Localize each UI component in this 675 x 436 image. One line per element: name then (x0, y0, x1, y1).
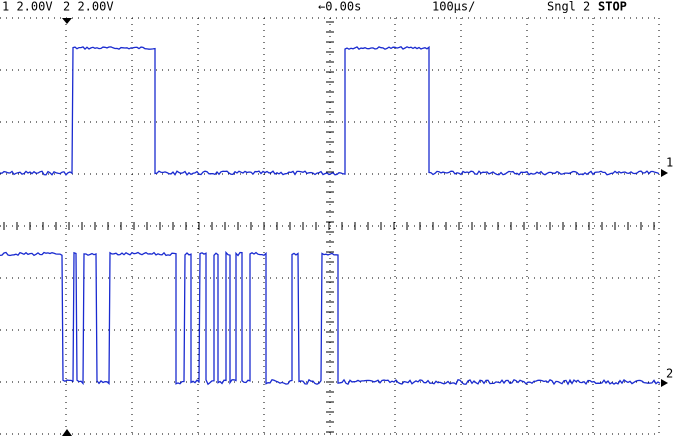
ch1-ground-marker (661, 169, 668, 177)
delay: ←0.00s (318, 0, 361, 14)
mode: Sngl (547, 0, 576, 14)
graticule (0, 17, 660, 436)
run-state: STOP (598, 0, 627, 14)
trigger-position (62, 18, 72, 24)
timebase: 100µs/ (432, 0, 475, 14)
channel-1-trace (0, 45, 660, 176)
ch1-scale: 1 2.00V (2, 0, 53, 14)
ch2-scale: 2 2.00V (63, 0, 114, 14)
ch2-marker: 2 (666, 367, 673, 381)
channel-2-trace (0, 250, 661, 386)
ch2-ground-marker (661, 379, 668, 387)
trigger-source: 2 (583, 0, 590, 14)
trigger-position-bottom (62, 429, 72, 436)
ch1-marker: 1 (666, 156, 673, 170)
